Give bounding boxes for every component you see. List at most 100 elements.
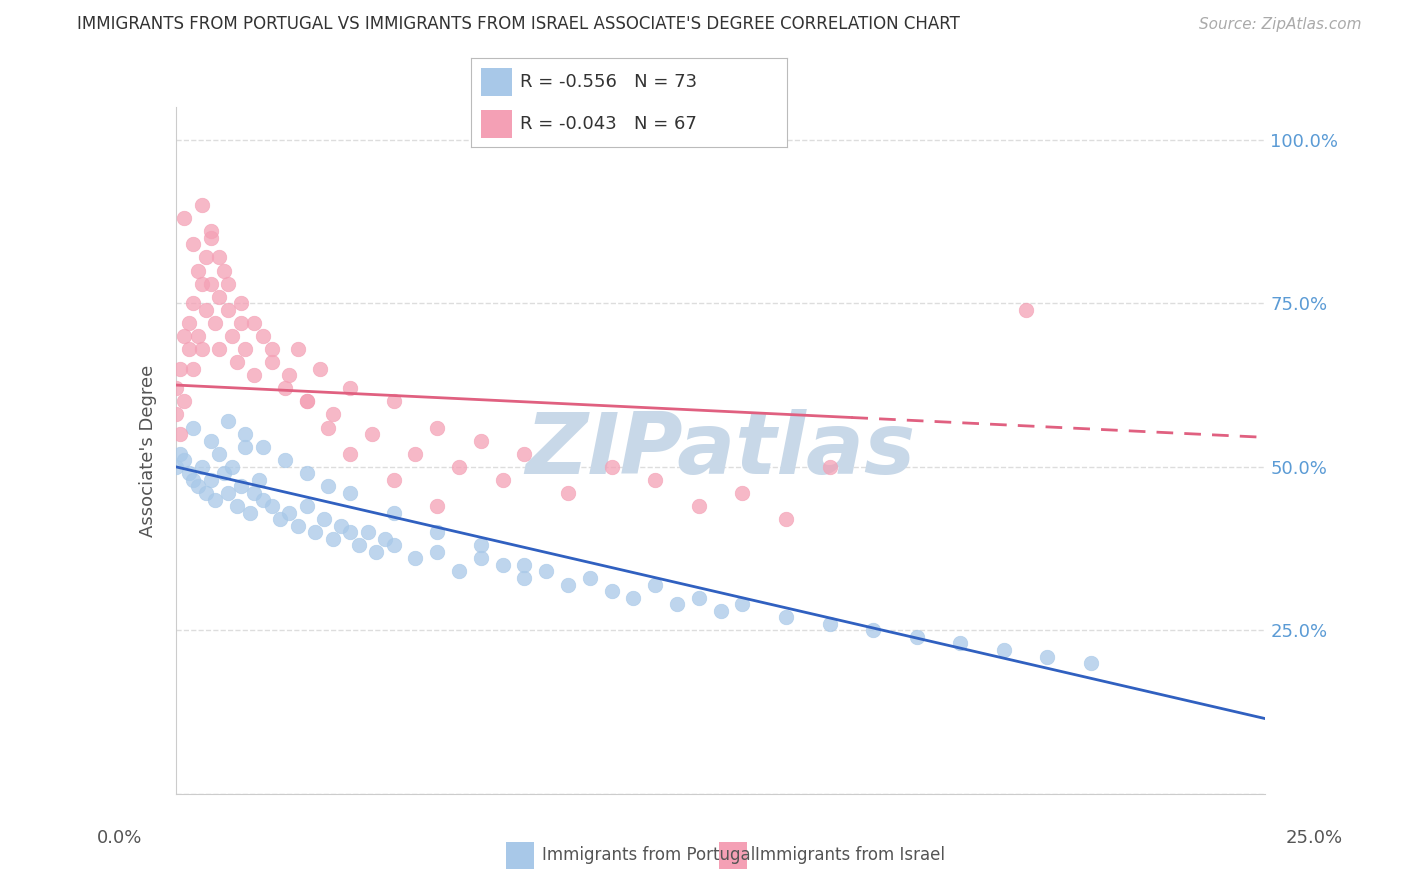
- Point: [775, 512, 797, 526]
- Point: [165, 408, 187, 422]
- Point: [169, 361, 191, 376]
- Point: [200, 231, 222, 245]
- Point: [312, 512, 335, 526]
- Point: [173, 453, 195, 467]
- Point: [600, 459, 623, 474]
- Point: [862, 624, 884, 638]
- Point: [217, 486, 239, 500]
- Point: [775, 610, 797, 624]
- Point: [191, 459, 214, 474]
- Text: R = -0.556   N = 73: R = -0.556 N = 73: [520, 73, 697, 91]
- Point: [217, 302, 239, 317]
- Point: [204, 316, 226, 330]
- Point: [405, 551, 427, 566]
- Point: [492, 558, 515, 572]
- Text: 25.0%: 25.0%: [1286, 829, 1343, 847]
- Point: [287, 342, 309, 356]
- Point: [235, 427, 257, 442]
- Point: [818, 616, 841, 631]
- Point: [295, 394, 318, 409]
- Point: [513, 571, 536, 585]
- Point: [710, 604, 733, 618]
- Point: [269, 512, 291, 526]
- Point: [200, 277, 222, 291]
- Point: [426, 545, 449, 559]
- Point: [200, 224, 222, 238]
- Point: [225, 499, 247, 513]
- Point: [247, 473, 270, 487]
- Point: [347, 538, 370, 552]
- Bar: [481, 68, 512, 96]
- Point: [278, 368, 301, 383]
- Point: [513, 558, 536, 572]
- Point: [731, 597, 754, 611]
- Point: [621, 591, 644, 605]
- Point: [557, 486, 579, 500]
- Point: [260, 499, 283, 513]
- Point: [243, 316, 266, 330]
- Point: [644, 577, 666, 591]
- Point: [426, 499, 449, 513]
- Point: [818, 459, 841, 474]
- Point: [322, 408, 344, 422]
- Bar: [720, 842, 747, 869]
- Point: [274, 453, 297, 467]
- Point: [252, 329, 274, 343]
- Point: [470, 434, 492, 448]
- Point: [200, 434, 222, 448]
- Point: [169, 447, 191, 461]
- Point: [557, 577, 579, 591]
- Point: [181, 361, 204, 376]
- Point: [318, 420, 340, 434]
- Point: [274, 381, 297, 395]
- Point: [260, 342, 283, 356]
- Point: [993, 643, 1015, 657]
- Point: [295, 467, 318, 481]
- Point: [688, 591, 710, 605]
- Point: [405, 447, 427, 461]
- Point: [278, 506, 301, 520]
- Point: [208, 447, 231, 461]
- Point: [287, 518, 309, 533]
- Point: [318, 479, 340, 493]
- Bar: [481, 110, 512, 138]
- Point: [382, 538, 405, 552]
- Point: [339, 525, 361, 540]
- Point: [243, 368, 266, 383]
- Point: [447, 565, 470, 579]
- Point: [173, 211, 195, 226]
- Point: [252, 440, 274, 454]
- Point: [195, 251, 218, 265]
- Point: [217, 277, 239, 291]
- Point: [1036, 649, 1059, 664]
- Point: [330, 518, 353, 533]
- Point: [534, 565, 557, 579]
- Point: [905, 630, 928, 644]
- Point: [235, 440, 257, 454]
- Point: [181, 420, 204, 434]
- Point: [165, 381, 187, 395]
- Point: [322, 532, 344, 546]
- Point: [181, 473, 204, 487]
- Point: [239, 506, 262, 520]
- Point: [339, 381, 361, 395]
- Point: [177, 342, 200, 356]
- Point: [243, 486, 266, 500]
- Point: [360, 427, 382, 442]
- Point: [212, 263, 235, 277]
- Point: [644, 473, 666, 487]
- Point: [173, 394, 195, 409]
- Point: [1080, 656, 1102, 670]
- Point: [195, 302, 218, 317]
- Point: [374, 532, 396, 546]
- Point: [600, 584, 623, 599]
- Point: [186, 479, 209, 493]
- Point: [949, 636, 972, 650]
- Text: Immigrants from Portugal: Immigrants from Portugal: [541, 847, 755, 864]
- Point: [731, 486, 754, 500]
- Point: [231, 316, 253, 330]
- Point: [308, 361, 330, 376]
- Point: [191, 198, 214, 212]
- Point: [221, 459, 243, 474]
- Point: [177, 467, 200, 481]
